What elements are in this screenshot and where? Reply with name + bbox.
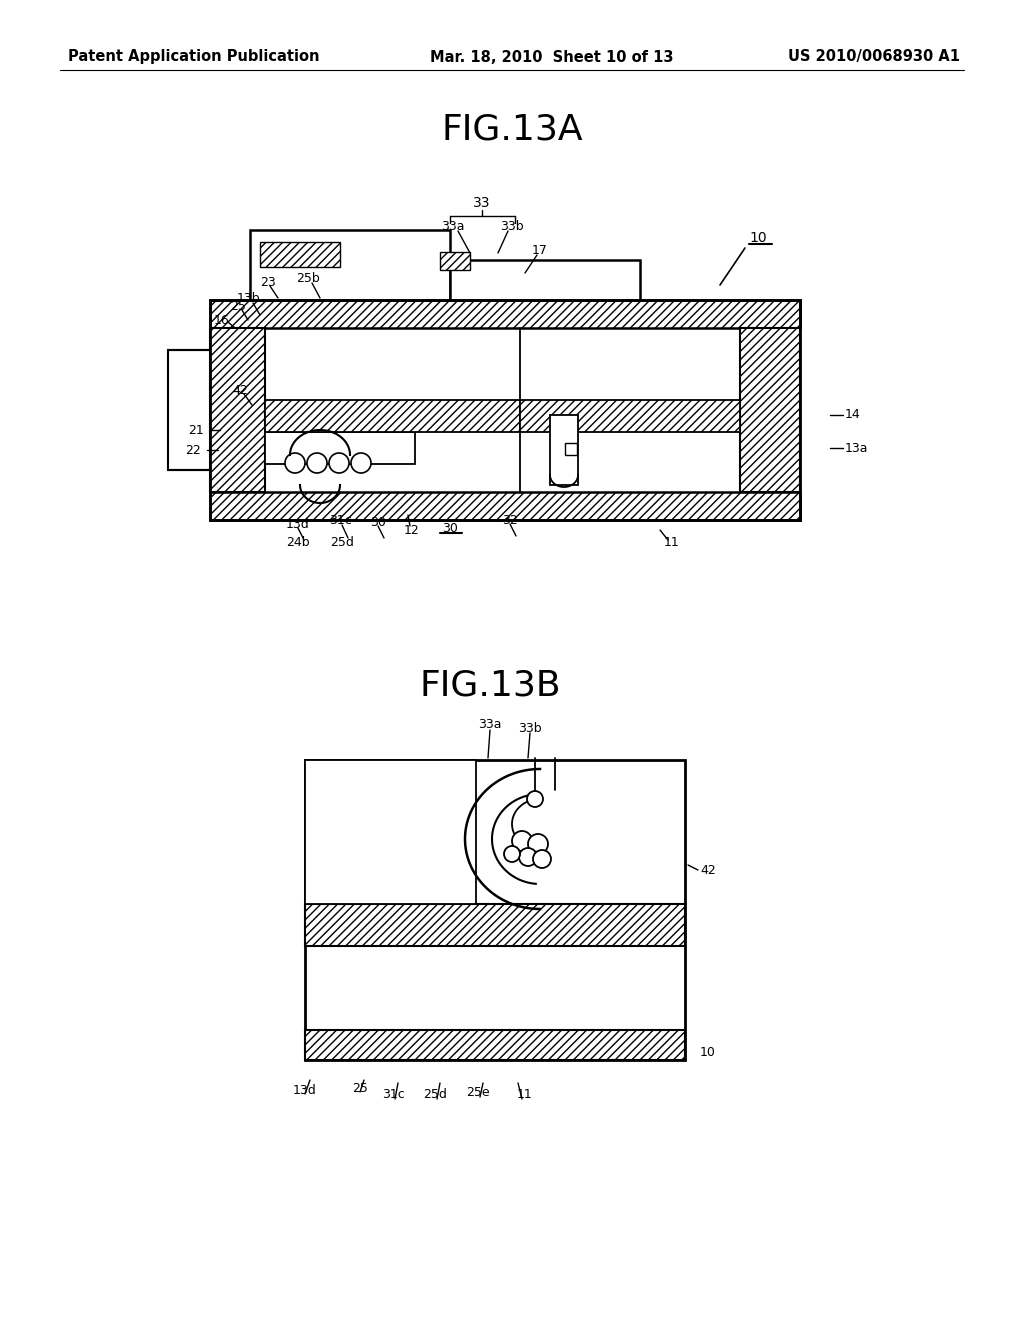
Circle shape: [329, 453, 349, 473]
Text: 30: 30: [442, 521, 458, 535]
Text: 25: 25: [230, 300, 246, 313]
Text: 11: 11: [517, 1089, 532, 1101]
Text: 31c: 31c: [382, 1089, 404, 1101]
Bar: [565, 444, 577, 455]
Circle shape: [351, 453, 371, 473]
Text: 33b: 33b: [500, 219, 524, 232]
Text: 33b: 33b: [518, 722, 542, 734]
Text: 42: 42: [700, 863, 716, 876]
Text: 16: 16: [214, 314, 229, 326]
Circle shape: [307, 453, 327, 473]
Bar: [305, 760, 685, 1060]
Bar: [250, 230, 450, 300]
Text: 10: 10: [750, 231, 767, 246]
Text: 13d: 13d: [286, 517, 310, 531]
Text: 33a: 33a: [478, 718, 502, 731]
Bar: [450, 260, 640, 300]
Text: 25d: 25d: [330, 536, 354, 549]
Text: 33: 33: [473, 195, 490, 210]
Text: 22: 22: [185, 444, 201, 457]
Text: 25d: 25d: [423, 1089, 446, 1101]
Text: 25e: 25e: [466, 1086, 489, 1100]
Text: 25b: 25b: [296, 272, 319, 285]
Circle shape: [534, 850, 551, 869]
Text: 25: 25: [352, 1081, 368, 1094]
Bar: [305, 904, 685, 946]
Text: 14: 14: [845, 408, 861, 421]
Text: 31c: 31c: [329, 515, 351, 528]
Bar: [550, 414, 578, 484]
Text: 23: 23: [260, 276, 275, 289]
Circle shape: [528, 834, 548, 854]
Text: FIG.13B: FIG.13B: [419, 668, 561, 702]
Text: 42: 42: [232, 384, 248, 396]
Text: 13d: 13d: [293, 1084, 316, 1097]
Text: 32: 32: [502, 513, 518, 527]
Text: 10: 10: [700, 1045, 716, 1059]
Bar: [305, 1030, 685, 1060]
Bar: [440, 252, 470, 271]
Text: 33a: 33a: [441, 219, 465, 232]
Bar: [260, 242, 340, 267]
Text: Mar. 18, 2010  Sheet 10 of 13: Mar. 18, 2010 Sheet 10 of 13: [430, 49, 674, 65]
Circle shape: [527, 791, 543, 807]
Text: 30: 30: [370, 516, 386, 528]
Text: 12: 12: [404, 524, 420, 536]
Bar: [305, 760, 476, 904]
Circle shape: [512, 832, 532, 851]
Text: 13b: 13b: [237, 292, 260, 305]
Text: 13a: 13a: [845, 441, 868, 454]
Bar: [210, 492, 800, 520]
Bar: [265, 432, 415, 465]
Text: 24b: 24b: [286, 536, 310, 549]
Circle shape: [504, 846, 520, 862]
Text: FIG.13A: FIG.13A: [441, 114, 583, 147]
Text: US 2010/0068930 A1: US 2010/0068930 A1: [788, 49, 961, 65]
Bar: [740, 327, 800, 492]
Bar: [210, 327, 265, 492]
Bar: [210, 300, 800, 327]
Bar: [265, 400, 520, 432]
Circle shape: [285, 453, 305, 473]
Bar: [210, 300, 800, 520]
Text: 21: 21: [188, 424, 204, 437]
Bar: [520, 400, 740, 432]
Circle shape: [519, 847, 537, 866]
Bar: [168, 350, 210, 470]
Text: 17: 17: [532, 243, 548, 256]
Text: Patent Application Publication: Patent Application Publication: [68, 49, 319, 65]
Text: 11: 11: [665, 536, 680, 549]
